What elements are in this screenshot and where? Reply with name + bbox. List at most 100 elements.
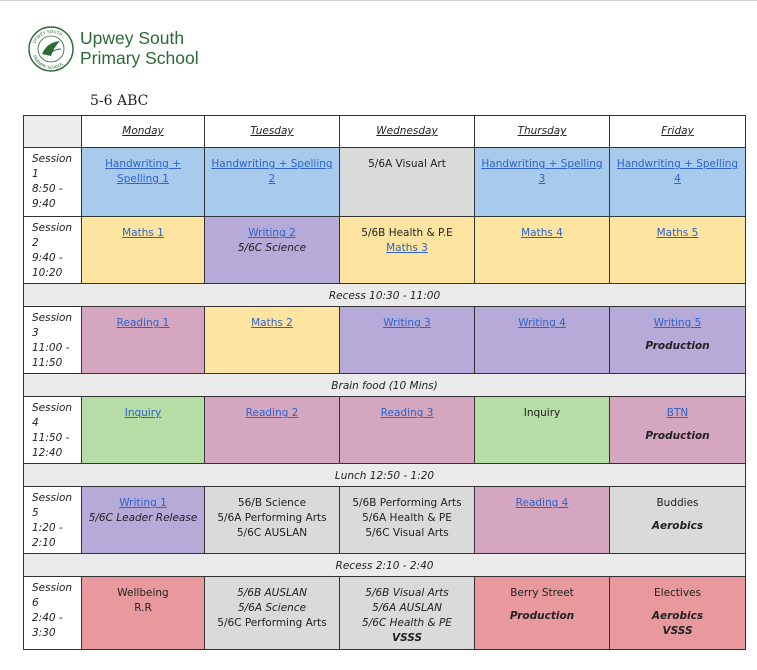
lesson-text: Buddies <box>656 497 699 509</box>
lesson-link[interactable]: Writing 5 <box>653 317 702 329</box>
lesson-cell: Handwriting + Spelling 4 <box>609 147 746 217</box>
lesson-link[interactable]: Handwriting + Spelling 1 <box>105 158 181 185</box>
lesson-text: R.R <box>134 602 152 614</box>
day-header: Tuesday <box>204 115 340 148</box>
lesson-link[interactable]: Maths 1 <box>122 227 164 239</box>
session-label-line: 8:50 - <box>32 183 63 195</box>
lesson-cell: 5/6B Performing Arts 5/6A Health & PE 5/6C… <box>339 486 475 554</box>
lesson-note-line: Production <box>477 601 607 624</box>
lesson-link[interactable]: Writing 3 <box>383 317 431 329</box>
lesson-cell: Reading 4 <box>474 486 610 554</box>
lesson-text: 5/6B Visual Arts <box>365 587 449 599</box>
lesson-cell: Maths 5 <box>609 216 746 284</box>
session-label-line: Session 2 <box>32 222 73 249</box>
lesson-link[interactable]: Writing 4 <box>518 317 566 329</box>
session-label: Session 4 11:50 - 12:40 <box>23 396 82 464</box>
break-row: Recess 10:30 - 11:00 <box>23 283 746 307</box>
lesson-note-line: Aerobics <box>612 601 743 624</box>
session-label: Session 5 1:20 - 2:10 <box>23 486 82 554</box>
session-label: Session 6 2:40 - 3:30 <box>23 576 82 650</box>
day-header-label: Friday <box>661 125 694 137</box>
session-label-line: Session 3 <box>32 312 73 339</box>
lesson-note: VSSS <box>662 625 693 637</box>
school-name-line1: Upwey South <box>80 28 185 48</box>
lesson-cell: Reading 2 <box>204 396 340 464</box>
day-header: Wednesday <box>339 115 475 148</box>
lesson-note-line: Aerobics <box>612 511 743 534</box>
lesson-cell: Reading 1 <box>81 306 205 374</box>
lesson-cell: Handwriting + Spelling 1 <box>81 147 205 217</box>
lesson-link[interactable]: Handwriting + Spelling 4 <box>616 158 739 185</box>
session-label-line: Session 5 <box>32 492 73 519</box>
lesson-text: 5/6B AUSLAN <box>237 587 307 599</box>
lesson-link[interactable]: Writing 2 <box>248 227 296 239</box>
break-row: Recess 2:10 - 2:40 <box>23 553 746 577</box>
lesson-link[interactable]: Maths 4 <box>521 227 563 239</box>
school-name-line2: Primary School <box>80 48 199 68</box>
lesson-note: Aerobics <box>651 520 704 532</box>
timetable: Monday Tuesday Wednesday Thursday Friday Sess… <box>23 115 746 650</box>
lesson-cell: Maths 4 <box>474 216 610 284</box>
lesson-link[interactable]: Reading 4 <box>515 497 569 509</box>
lesson-cell: Writing 2 5/6C Science <box>204 216 340 284</box>
lesson-cell: 56/B Science 5/6A Performing Arts 5/6C AUS… <box>204 486 340 554</box>
lesson-cell: Maths 1 <box>81 216 205 284</box>
lesson-text: 5/6C Science <box>237 242 307 254</box>
session-label-line: Session 1 <box>32 153 73 180</box>
lesson-link[interactable]: Reading 1 <box>116 317 170 329</box>
lesson-text: 5/6A Science <box>237 602 307 614</box>
lesson-link[interactable]: Inquiry <box>124 407 162 419</box>
lesson-text: 56/B Science <box>237 497 307 509</box>
lesson-text: Inquiry <box>523 407 561 419</box>
lesson-link[interactable]: Maths 2 <box>251 317 293 329</box>
session-label-line: Session 6 <box>32 582 73 609</box>
lesson-cell: Buddies Aerobics <box>609 486 746 554</box>
break-row: Brain food (10 Mins) <box>23 373 746 397</box>
session-label-line: 11:00 - <box>32 342 70 354</box>
lesson-cell: Maths 2 <box>204 306 340 374</box>
lesson-link[interactable]: Reading 3 <box>380 407 434 419</box>
lesson-link[interactable]: Reading 2 <box>245 407 299 419</box>
lesson-cell: Handwriting + Spelling 2 <box>204 147 340 217</box>
lesson-text: Wellbeing <box>117 587 169 599</box>
lesson-cell: Writing 1 5/6C Leader Release <box>81 486 205 554</box>
lesson-cell: Writing 3 <box>339 306 475 374</box>
lesson-cell: 5/6B Visual Arts 5/6A AUSLAN 5/6C Health &… <box>339 576 475 650</box>
lesson-cell: Writing 5 Production <box>609 306 746 374</box>
lesson-link[interactable]: Maths 5 <box>656 227 699 239</box>
top-divider <box>0 0 757 1</box>
lesson-cell: Inquiry <box>474 396 610 464</box>
day-header-label: Thursday <box>517 125 567 137</box>
lesson-text: 5/6A Visual Art <box>368 158 446 170</box>
session-label-line: 9:40 - <box>32 252 63 264</box>
lesson-note: Aerobics <box>651 610 704 622</box>
lesson-cell: 5/6B AUSLAN 5/6A Science 5/6C Performing A… <box>204 576 340 650</box>
session-label-line: 11:50 <box>32 357 63 369</box>
lesson-note-line: Production <box>612 421 743 444</box>
session-label-line: 2:40 - <box>32 612 63 624</box>
lesson-link[interactable]: BTN <box>666 407 689 419</box>
session-label-line: 1:20 - <box>32 522 63 534</box>
lesson-link[interactable]: Handwriting + Spelling 3 <box>481 158 603 185</box>
lesson-text: 5/6A AUSLAN <box>372 602 442 614</box>
lesson-text: 5/6C Health & PE <box>362 617 452 629</box>
session-label: Session 1 8:50 - 9:40 <box>23 147 82 217</box>
lesson-note: VSSS <box>391 632 423 644</box>
lesson-link[interactable]: Handwriting + Spelling 2 <box>211 158 333 185</box>
lesson-cell: Reading 3 <box>339 396 475 464</box>
lesson-link[interactable]: Writing 1 <box>119 497 167 509</box>
lesson-text: Berry Street <box>510 587 574 599</box>
session-label: Session 3 11:00 - 11:50 <box>23 306 82 374</box>
lesson-text: 5/6C Visual Arts <box>365 527 449 539</box>
lesson-link[interactable]: Maths 3 <box>386 242 428 254</box>
lesson-text: 5/6C Performing Arts <box>217 617 327 629</box>
lesson-text: 5/6C Leader Release <box>88 512 198 524</box>
lesson-cell: Berry Street Production <box>474 576 610 650</box>
lesson-note: Production <box>645 430 710 442</box>
session-label-line: 10:20 <box>32 267 63 279</box>
lesson-note: Production <box>645 340 710 352</box>
day-header: Friday <box>609 115 746 148</box>
lesson-text: 5/6B Health & P.E <box>361 227 453 239</box>
session-label-line: 3:30 <box>32 627 56 639</box>
lesson-text: 5/6A Performing Arts <box>217 512 327 524</box>
